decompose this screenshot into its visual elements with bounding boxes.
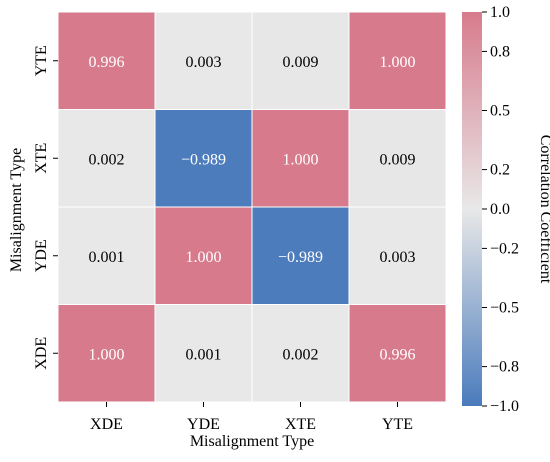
colorbar-tick-label: 0.8 (490, 43, 510, 60)
colorbar-tick-label: 0.0 (490, 201, 510, 218)
colorbar (462, 12, 482, 406)
cell-value-label: 0.003 (186, 54, 222, 71)
heatmap-cell (348, 109, 447, 208)
heatmap-cells: 0.996 0.003 0.009 1.000 0.002 −0.989 1.000 0.00… (57, 11, 447, 403)
colorbar-tick-label: −0.2 (490, 240, 519, 257)
heatmap-cell (57, 109, 156, 208)
colorbar-tick-label: −0.5 (490, 300, 519, 317)
colorbar-tick-label: 0.2 (490, 162, 510, 179)
cell-value-label: 1.000 (380, 54, 416, 71)
cell-value-label: −0.989 (181, 151, 226, 168)
colorbar-tick-label: −0.8 (490, 359, 519, 376)
cell-value-label: 0.001 (89, 249, 125, 266)
heatmap-cell (154, 109, 253, 208)
cell-value-label: 0.996 (89, 54, 125, 71)
heatmap-cell (348, 206, 447, 305)
cell-value-label: 0.002 (283, 346, 319, 363)
colorbar-tick-label: 0.5 (490, 103, 510, 120)
heatmap-cell (251, 304, 350, 403)
colorbar-tick-label: −1.0 (490, 398, 519, 415)
y-tick-labels: YTE XTE YDE XDE (33, 45, 58, 370)
cell-value-label: 0.996 (380, 346, 416, 363)
cell-value-label: 0.009 (283, 54, 319, 71)
x-tick-label: XDE (90, 416, 123, 433)
heatmap-cell (251, 11, 350, 110)
heatmap-cell (348, 304, 447, 403)
y-tick-label: XTE (33, 143, 50, 174)
cell-value-label: 1.000 (283, 151, 319, 168)
x-tick-label: XTE (285, 416, 316, 433)
cell-value-label: −0.989 (278, 249, 323, 266)
heatmap-cell (154, 304, 253, 403)
heatmap-cell (57, 11, 156, 110)
y-axis-label: Misalignment Type (8, 148, 25, 272)
y-tick-label: YDE (33, 239, 50, 272)
x-tick-labels: XDE YDE XTE YTE (90, 402, 413, 433)
x-tick-label: YTE (382, 416, 413, 433)
cell-value-label: 0.001 (186, 346, 222, 363)
colorbar-tick-label: 1.0 (490, 4, 510, 21)
heatmap-cell (154, 11, 253, 110)
heatmap-cell (154, 206, 253, 305)
cell-value-label: 1.000 (186, 249, 222, 266)
y-tick-label: YTE (33, 45, 50, 76)
cell-value-label: 0.003 (380, 249, 416, 266)
cell-value-label: 0.002 (89, 151, 125, 168)
colorbar-label: Correlation Coefficient (537, 135, 550, 284)
x-tick-label: YDE (187, 416, 220, 433)
heatmap-cell (57, 304, 156, 403)
x-axis-label: Misalignment Type (190, 433, 314, 450)
cell-value-label: 1.000 (89, 346, 125, 363)
cell-value-label: 0.009 (380, 151, 416, 168)
colorbar-ticks: 1.0 0.8 0.5 0.2 0.0 −0.2 −0.5 −0.8 −1.0 (482, 4, 519, 415)
heatmap-cell (348, 11, 447, 110)
y-tick-label: XDE (33, 337, 50, 370)
